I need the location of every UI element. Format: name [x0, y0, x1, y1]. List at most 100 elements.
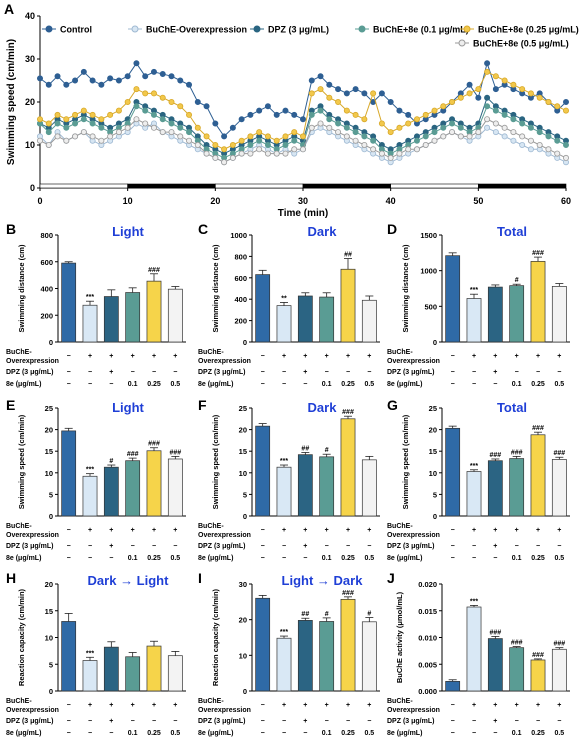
- data-point: [501, 77, 508, 84]
- data-point: [80, 116, 87, 123]
- y-tick-label: 600: [40, 258, 53, 267]
- panel-title: Light: [112, 400, 144, 415]
- bar: [146, 645, 162, 692]
- data-point: [396, 107, 403, 114]
- data-point: [98, 81, 105, 88]
- group-cell: +: [109, 353, 113, 360]
- group-cell: +: [88, 353, 92, 360]
- light-dark-phase-bar: [390, 183, 479, 189]
- group-row-label: DPZ (3 μg/mL): [6, 369, 53, 376]
- group-cell: −: [515, 369, 519, 376]
- group-row-label: 8e (μg/mL): [198, 381, 233, 388]
- group-cell: +: [367, 527, 371, 534]
- data-point: [545, 146, 552, 153]
- data-point: [352, 137, 359, 144]
- y-tick-label: 5: [49, 660, 53, 669]
- y-tick-label: 400: [234, 295, 247, 304]
- group-row-label: BuChE-: [198, 523, 224, 530]
- group-cell: −: [451, 381, 455, 388]
- group-cell: −: [367, 369, 371, 376]
- y-tick-label: 15: [429, 447, 437, 456]
- y-tick-label: 0: [243, 338, 247, 347]
- group-cell: −: [325, 718, 329, 725]
- significance-mark: ***: [86, 467, 94, 474]
- group-row-label: DPZ (3 μg/mL): [387, 543, 434, 550]
- data-point: [256, 129, 263, 136]
- bar: [551, 648, 567, 692]
- group-cell: +: [325, 527, 329, 534]
- group-cell: +: [282, 527, 286, 534]
- data-point: [536, 129, 543, 136]
- data-point: [545, 99, 552, 106]
- group-cell: −: [67, 527, 71, 534]
- data-point: [510, 116, 517, 123]
- group-row-label: Overexpression: [387, 532, 440, 539]
- data-point: [89, 133, 96, 140]
- bar: [487, 460, 503, 517]
- bar: [530, 261, 546, 343]
- group-row-label: 8e (μg/mL): [387, 381, 422, 388]
- significance-mark: #: [109, 458, 113, 465]
- group-cell: −: [88, 543, 92, 550]
- data-point: [335, 99, 342, 106]
- group-row-label: DPZ (3 μg/mL): [387, 718, 434, 725]
- group-row-label: Overexpression: [6, 358, 59, 365]
- group-cell: −: [152, 369, 156, 376]
- panel-title: Light → Dark: [282, 573, 364, 588]
- significance-mark: ###: [148, 441, 160, 448]
- significance-mark: ###: [342, 409, 354, 416]
- group-cell: 0.1: [128, 555, 138, 562]
- group-cell: +: [303, 702, 307, 709]
- data-point: [405, 120, 412, 127]
- group-cell: +: [88, 527, 92, 534]
- data-point: [203, 103, 210, 110]
- significance-mark: ##: [344, 252, 352, 259]
- data-point: [563, 141, 570, 148]
- group-cell: −: [367, 718, 371, 725]
- group-cell: +: [109, 702, 113, 709]
- data-point: [501, 111, 508, 118]
- data-point: [484, 60, 491, 67]
- panel-letter: F: [198, 397, 207, 413]
- group-cell: −: [367, 543, 371, 550]
- group-cell: −: [282, 369, 286, 376]
- bar: [319, 296, 335, 343]
- y-axis-label: Swimming distance (cm): [211, 244, 220, 332]
- y-tick-label: 15: [45, 607, 53, 616]
- data-point: [124, 124, 131, 131]
- data-point: [212, 120, 219, 127]
- data-point: [177, 124, 184, 131]
- data-point: [326, 116, 333, 123]
- group-cell: +: [131, 527, 135, 534]
- data-point: [545, 133, 552, 140]
- group-cell: −: [472, 543, 476, 550]
- group-cell: −: [173, 543, 177, 550]
- group-cell: 0.5: [170, 555, 180, 562]
- group-cell: −: [88, 718, 92, 725]
- y-tick-label: 25: [45, 404, 53, 413]
- panel-letter: H: [6, 570, 16, 586]
- y-tick-label: 20: [25, 97, 35, 107]
- x-tick-label: 50: [473, 196, 483, 206]
- group-row-label: BuChE-: [6, 523, 32, 530]
- data-point: [387, 154, 394, 161]
- data-point: [264, 103, 271, 110]
- data-point: [457, 124, 464, 131]
- group-cell: −: [173, 369, 177, 376]
- significance-mark: ###: [148, 267, 160, 274]
- data-point: [449, 129, 456, 136]
- group-row-label: DPZ (3 μg/mL): [6, 718, 53, 725]
- data-point: [510, 81, 517, 88]
- y-tick-label: 40: [25, 11, 35, 21]
- group-cell: −: [109, 381, 113, 388]
- significance-mark: ***: [470, 463, 478, 470]
- data-point: [124, 73, 131, 80]
- data-point: [343, 107, 350, 114]
- data-point: [229, 141, 236, 148]
- y-tick-label: 20: [429, 426, 437, 435]
- group-cell: 0.25: [147, 555, 161, 562]
- bar: [319, 456, 335, 517]
- data-point: [159, 116, 166, 123]
- group-cell: +: [472, 353, 476, 360]
- y-tick-label: 0: [49, 687, 53, 696]
